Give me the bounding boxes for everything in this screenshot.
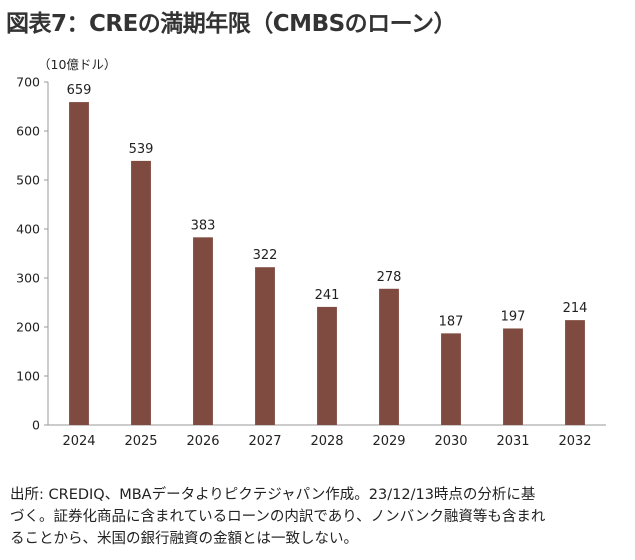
data-label: 187 — [439, 314, 464, 329]
data-label: 214 — [563, 301, 588, 316]
source-note-line: ることから、米国の銀行融資の金額とは一致しない。 — [10, 531, 358, 547]
y-axis-unit-label: （10億ドル） — [38, 57, 117, 72]
bar — [255, 267, 275, 425]
data-label: 278 — [377, 270, 402, 285]
y-tick-label: 700 — [16, 75, 40, 90]
x-tick-label: 2025 — [124, 434, 157, 449]
x-tick-label: 2032 — [558, 434, 591, 449]
data-label: 383 — [191, 218, 216, 233]
x-tick-label: 2031 — [496, 434, 529, 449]
bar — [131, 160, 151, 425]
bar — [565, 320, 585, 425]
y-tick-label: 100 — [16, 369, 40, 384]
data-label: 241 — [315, 288, 340, 303]
bar — [441, 333, 461, 425]
x-tick-label: 2027 — [248, 434, 281, 449]
y-tick-label: 400 — [16, 222, 40, 237]
data-label: 197 — [501, 309, 526, 324]
bar-chart: 0 100 200 300 400 500 600 700 659 2024 539 2025 383 2… — [16, 75, 606, 449]
x-tick-label: 2030 — [434, 434, 467, 449]
y-tick-label: 500 — [16, 173, 40, 188]
bar — [503, 328, 523, 425]
x-tick-label: 2026 — [186, 434, 219, 449]
y-tick-label: 0 — [32, 418, 40, 433]
y-tick-label: 200 — [16, 320, 40, 335]
bar — [317, 306, 337, 425]
y-tick-label: 600 — [16, 124, 40, 139]
source-note-line: づく。証券化商品に含まれているローンの内訳であり、ノンバンク融資等も含まれ — [10, 509, 546, 525]
bar — [69, 102, 89, 425]
data-label: 322 — [253, 248, 278, 263]
data-label: 539 — [129, 142, 154, 157]
chart-title: 図表7：CREの満期年限（CMBSのローン） — [6, 11, 457, 37]
data-label: 659 — [67, 83, 92, 98]
bar — [193, 237, 213, 425]
x-tick-label: 2028 — [310, 434, 343, 449]
source-note: 出所: CREDIQ、MBAデータよりピクテジャパン作成。23/12/13時点の… — [10, 484, 628, 550]
y-tick-label: 300 — [16, 271, 40, 286]
bar — [379, 288, 399, 425]
source-note-line: 出所: CREDIQ、MBAデータよりピクテジャパン作成。23/12/13時点の… — [10, 487, 536, 503]
x-tick-label: 2029 — [372, 434, 405, 449]
x-tick-label: 2024 — [62, 434, 95, 449]
